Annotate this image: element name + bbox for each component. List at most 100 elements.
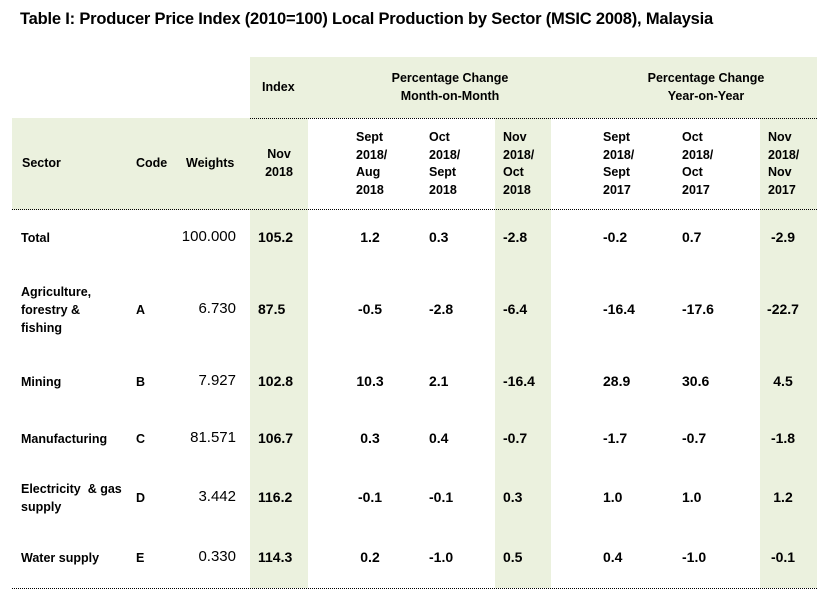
sector-label-line: Agriculture, xyxy=(21,285,92,299)
column-header-yoy2: Oct 2018/ Oct 2017 xyxy=(682,129,713,199)
column-header-index: Nov 2018 xyxy=(250,146,308,181)
mom3-value: -6.4 xyxy=(503,301,528,317)
weights-value: 81.571 xyxy=(190,429,236,446)
sector-code: B xyxy=(136,375,146,389)
column-header-mom2: Oct 2018/ Sept 2018 xyxy=(429,129,460,199)
hdr-l2: 2018/ xyxy=(429,147,461,162)
column-header-code: Code xyxy=(136,156,168,170)
hdr-l1: Nov xyxy=(503,130,527,144)
yoy3-value: 1.2 xyxy=(773,489,793,505)
hdr-l3: Aug xyxy=(356,165,381,179)
sector-code: E xyxy=(136,551,145,565)
sector-label-line: Mining xyxy=(21,375,62,389)
index-value: 102.8 xyxy=(258,373,294,389)
mom3-value: 0.3 xyxy=(503,489,523,505)
sector-label-line: Electricity & gas xyxy=(21,482,122,496)
index-value: 114.3 xyxy=(258,549,293,565)
sector-label: Electricity & gas supply xyxy=(21,480,122,516)
index-column-band xyxy=(250,210,308,588)
mom2-value: 2.1 xyxy=(429,373,449,389)
hdr-l4: 2017 xyxy=(603,182,631,197)
sector-label-line: Manufacturing xyxy=(21,432,108,446)
column-header-yoy3: Nov 2018/ Nov 2017 xyxy=(768,129,799,199)
mom2-value: -1.0 xyxy=(429,549,454,565)
mom2-value: -2.8 xyxy=(429,301,454,317)
mom3-value: -16.4 xyxy=(503,373,535,389)
mom3-value: 0.5 xyxy=(503,549,523,565)
hdr-l3: Sept xyxy=(429,165,457,179)
hdr-l3: Nov xyxy=(768,165,792,179)
yoy2-value: -1.0 xyxy=(682,549,707,565)
sector-code: A xyxy=(136,303,146,317)
hdr-l4: 2018 xyxy=(429,182,457,197)
column-header-sector: Sector xyxy=(22,156,61,170)
weights-value: 6.730 xyxy=(198,300,236,317)
hdr-l4: 2018 xyxy=(503,182,531,197)
rule-bottom xyxy=(12,588,817,589)
column-header-index-l2: 2018 xyxy=(265,164,293,179)
column-header-yoy1: Sept 2018/ Sept 2017 xyxy=(603,129,634,199)
rule-header-bottom xyxy=(12,209,817,210)
hdr-l4: 2017 xyxy=(682,182,710,197)
yoy3-value: -1.8 xyxy=(770,430,796,446)
yoy1-value: 28.9 xyxy=(603,373,631,389)
index-value: 87.5 xyxy=(258,301,286,317)
hdr-l2: 2018/ xyxy=(768,147,800,162)
sector-label: Mining xyxy=(21,373,61,391)
hdr-l2: 2018/ xyxy=(603,147,635,162)
hdr-l1: Sept xyxy=(603,130,631,144)
yoy2-value: -0.7 xyxy=(682,430,707,446)
hdr-l4: 2018 xyxy=(356,182,384,197)
mom2-value: -0.1 xyxy=(429,489,454,505)
yoy3-value: -2.9 xyxy=(770,229,796,245)
column-header-weights: Weights xyxy=(186,156,235,170)
mom3-value: -2.8 xyxy=(503,229,528,245)
table-title: Table I: Producer Price Index (2010=100)… xyxy=(20,10,714,28)
yoy3-value: 4.5 xyxy=(773,373,793,389)
hdr-l1: Sept xyxy=(356,130,384,144)
mom1-value: -0.1 xyxy=(357,489,383,505)
mom1-value: 0.2 xyxy=(360,549,380,565)
sector-label: Total xyxy=(21,229,50,247)
weights-value: 3.442 xyxy=(198,488,236,505)
yoy1-value: 0.4 xyxy=(603,549,623,565)
yoy1-value: -1.7 xyxy=(603,430,628,446)
sector-label-line: forestry & xyxy=(21,303,81,317)
hdr-l3: Sept xyxy=(603,165,631,179)
group-header-yoy-line2: Year-on-Year xyxy=(667,88,745,103)
index-value: 116.2 xyxy=(258,489,293,505)
sector-label: Manufacturing xyxy=(21,430,107,448)
group-header-mom: Percentage Change Month-on-Month xyxy=(350,70,550,105)
mom1-value: 1.2 xyxy=(360,229,380,245)
weights-value: 0.330 xyxy=(198,548,236,565)
index-value: 105.2 xyxy=(258,229,294,245)
mom3-value: -0.7 xyxy=(503,430,528,446)
yoy3-value: -0.1 xyxy=(770,549,796,565)
group-header-yoy-line1: Percentage Change xyxy=(647,71,765,85)
hdr-l2: 2018/ xyxy=(682,147,714,162)
weights-value: 7.927 xyxy=(198,372,236,389)
yoy1-value: 1.0 xyxy=(603,489,623,505)
yoy1-value: -0.2 xyxy=(603,229,628,245)
sector-label-line: supply xyxy=(21,500,62,514)
yoy2-value: 1.0 xyxy=(682,489,702,505)
weights-value: 100.000 xyxy=(181,228,236,245)
yoy1-value: -16.4 xyxy=(603,301,635,317)
mom1-value: -0.5 xyxy=(357,301,383,317)
mom2-value: 0.4 xyxy=(429,430,449,446)
hdr-l4: 2017 xyxy=(768,182,796,197)
group-header-mom-line2: Month-on-Month xyxy=(400,88,500,103)
group-header-mom-line1: Percentage Change xyxy=(391,71,509,85)
hdr-l1: Oct xyxy=(682,130,703,144)
yoy2-value: 30.6 xyxy=(682,373,710,389)
column-header-band-left xyxy=(12,118,308,210)
group-header-yoy: Percentage Change Year-on-Year xyxy=(606,70,806,105)
column-header-mom3: Nov 2018/ Oct 2018 xyxy=(503,129,534,199)
sector-label-line: Total xyxy=(21,231,50,245)
mom1-value: 10.3 xyxy=(356,373,384,389)
sector-label: Agriculture, forestry & fishing xyxy=(21,283,91,337)
sector-label-line: fishing xyxy=(21,321,62,335)
hdr-l3: Oct xyxy=(682,165,703,179)
top-header-band xyxy=(250,57,817,118)
sector-label-line: Water supply xyxy=(21,551,100,565)
